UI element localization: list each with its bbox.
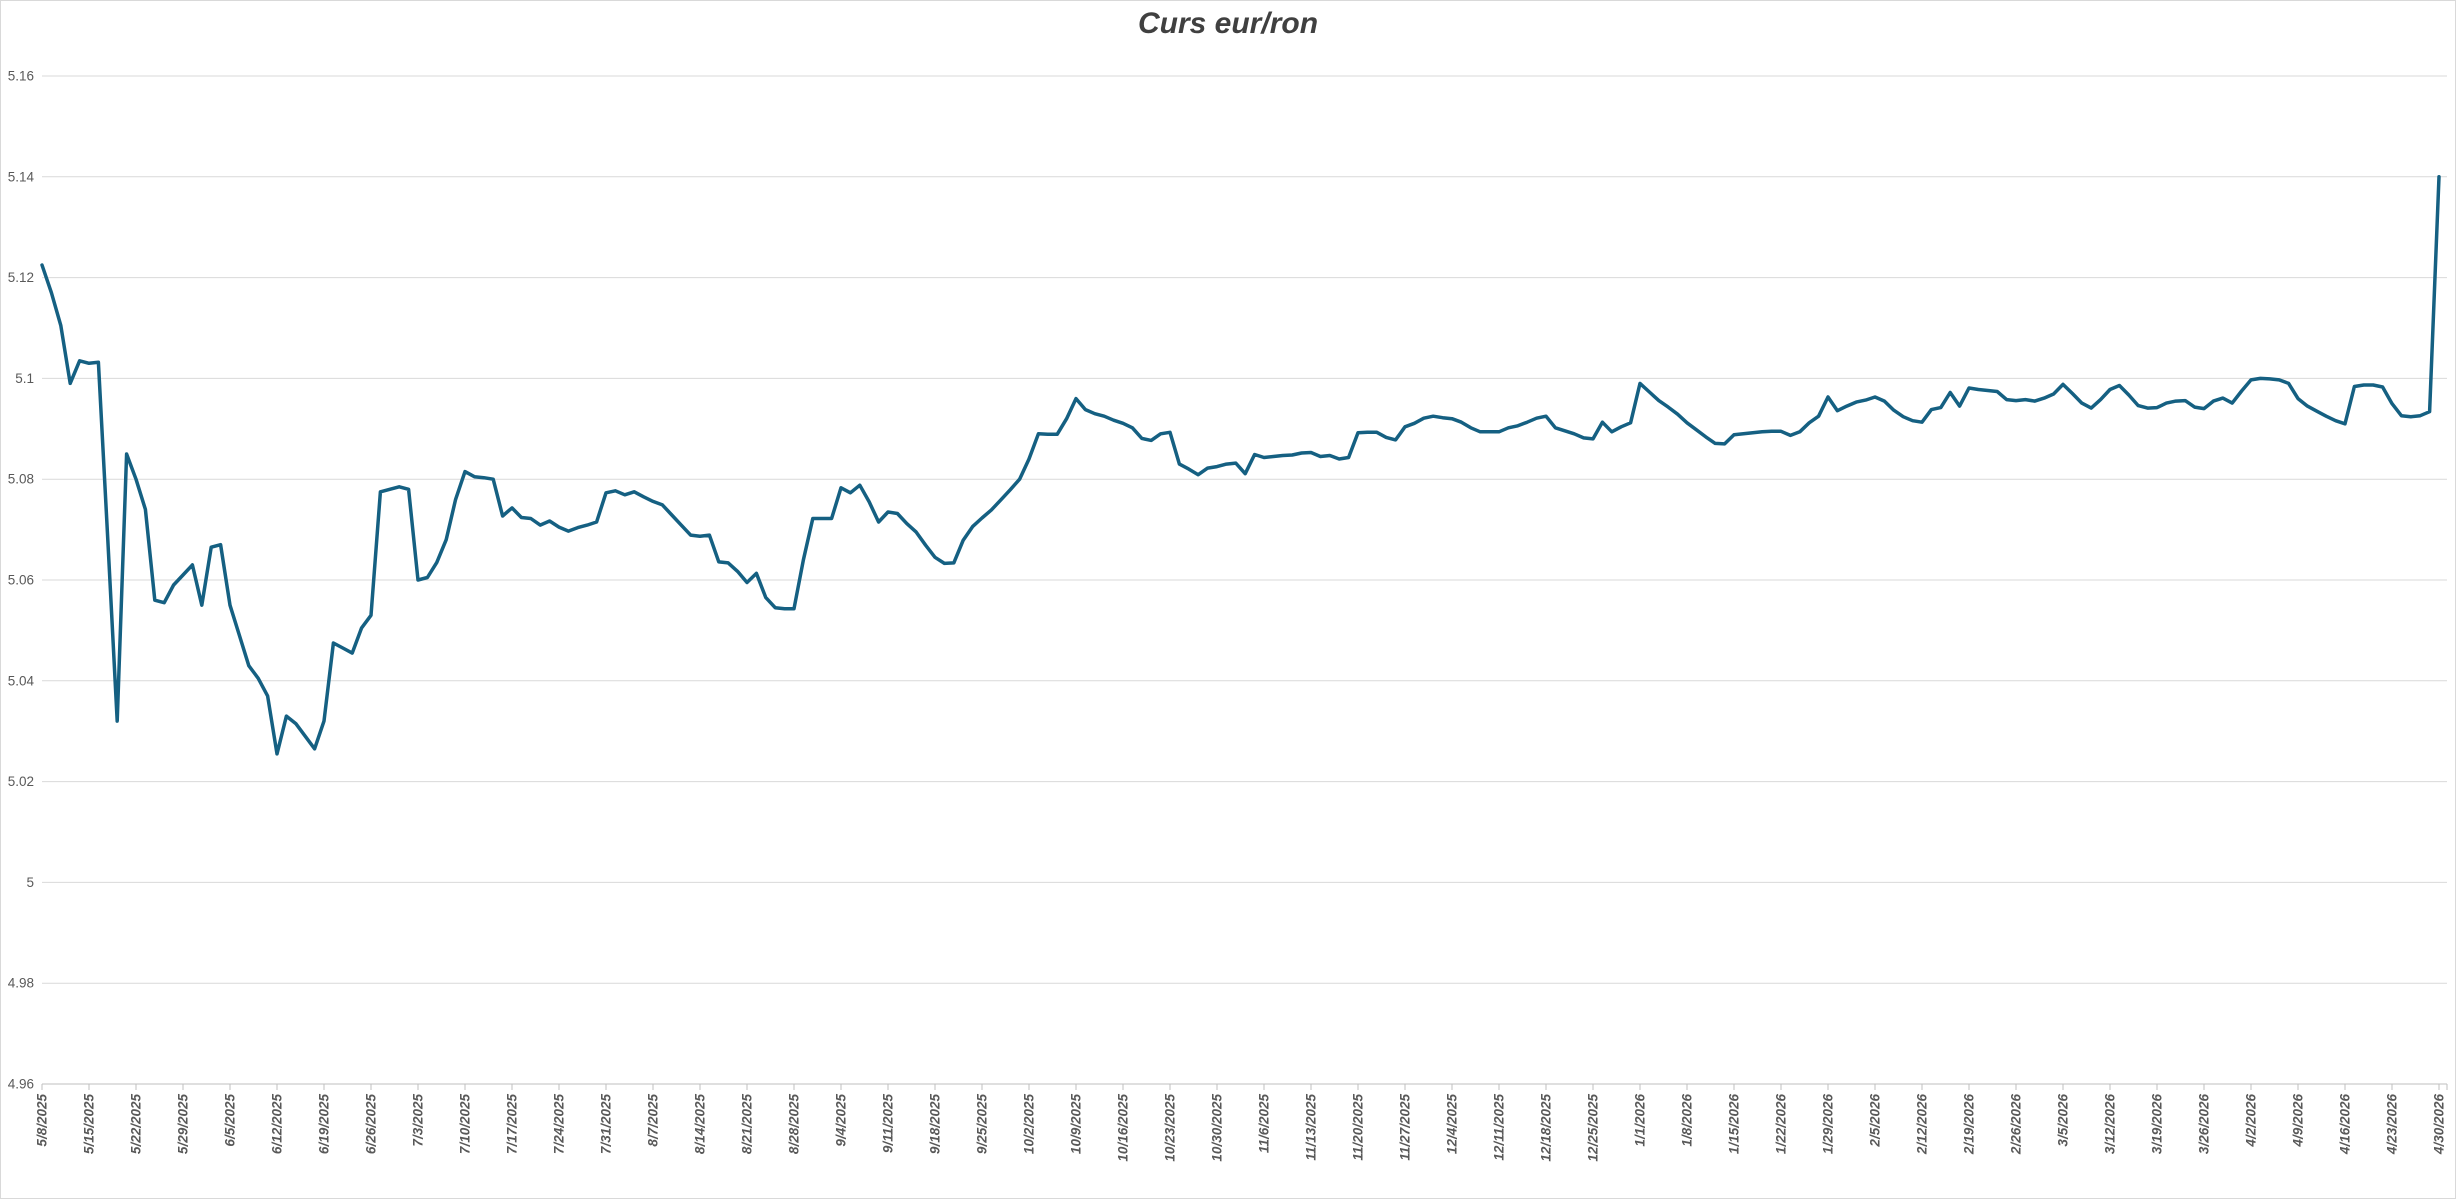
x-axis-label: 6/26/2025	[364, 1094, 379, 1155]
x-axis-label: 1/1/2026	[1633, 1094, 1648, 1147]
series-line	[40, 175, 2441, 756]
x-axis-label: 9/25/2025	[975, 1094, 990, 1155]
x-axis-label: 7/24/2025	[552, 1094, 567, 1155]
x-axis-label: 3/26/2026	[2197, 1094, 2212, 1155]
x-axis-label: 4/9/2026	[2291, 1094, 2306, 1148]
x-axis-label: 4/23/2026	[2385, 1094, 2400, 1156]
y-axis-label: 5.06	[8, 573, 34, 588]
x-axis-label: 4/2/2026	[2244, 1094, 2259, 1148]
chart-title: Curs eur/ron	[1137, 7, 1319, 40]
x-axis-label: 5/22/2025	[129, 1094, 144, 1155]
x-axis-label: 10/30/2025	[1210, 1094, 1225, 1162]
x-axis-label: 12/25/2025	[1586, 1094, 1601, 1162]
x-axis-label: 1/29/2026	[1821, 1094, 1836, 1155]
x-axis-label: 2/5/2026	[1868, 1094, 1883, 1148]
x-axis-label: 4/16/2026	[2338, 1094, 2353, 1156]
x-axis-label: 7/3/2025	[411, 1094, 426, 1147]
x-axis-label: 7/31/2025	[599, 1094, 614, 1155]
y-axis-label: 5	[26, 875, 34, 890]
x-axis-label: 7/17/2025	[505, 1094, 520, 1155]
y-axis-label: 5.1	[15, 371, 34, 386]
x-axis-label: 12/11/2025	[1492, 1094, 1507, 1161]
x-axis-label: 10/23/2025	[1163, 1094, 1178, 1162]
x-axis-label: 11/27/2025	[1398, 1094, 1413, 1161]
y-axis-label: 5.02	[8, 774, 34, 789]
x-axis-label: 5/29/2025	[176, 1094, 191, 1155]
x-axis-label: 3/12/2026	[2103, 1094, 2118, 1155]
y-axis-label: 5.04	[8, 673, 35, 688]
x-axis-label: 2/19/2026	[1962, 1094, 1977, 1156]
x-axis-label: 9/4/2025	[834, 1094, 849, 1147]
x-axis-label: 4/30/2026	[2432, 1094, 2447, 1156]
x-axis-label: 12/18/2025	[1539, 1094, 1554, 1162]
x-axis-label: 11/20/2025	[1351, 1094, 1366, 1161]
x-axis-label: 8/21/2025	[740, 1094, 755, 1155]
x-axis-label: 1/22/2026	[1774, 1094, 1789, 1155]
x-axis-label: 8/14/2025	[693, 1094, 708, 1155]
x-axis-label: 12/4/2025	[1445, 1094, 1460, 1155]
x-axis-label: 8/7/2025	[646, 1094, 661, 1147]
x-axis-label: 6/5/2025	[223, 1094, 238, 1147]
x-axis-label: 8/28/2025	[787, 1094, 802, 1155]
y-axis-label: 4.96	[8, 1077, 34, 1092]
y-axis-label: 5.12	[8, 270, 34, 285]
y-axis-label: 4.98	[8, 976, 34, 991]
x-axis-label: 11/6/2025	[1257, 1094, 1272, 1154]
x-axis-label: 1/8/2026	[1680, 1094, 1695, 1147]
x-axis-label: 6/19/2025	[317, 1094, 332, 1155]
y-axis-label: 5.16	[8, 69, 34, 84]
x-axis-label: 2/12/2026	[1915, 1094, 1930, 1156]
x-axis-label: 6/12/2025	[270, 1094, 285, 1155]
x-axis-label: 11/13/2025	[1304, 1094, 1319, 1161]
x-axis-label: 9/18/2025	[928, 1094, 943, 1155]
y-axis-label: 5.08	[8, 472, 34, 487]
x-axis-label: 5/15/2025	[82, 1094, 97, 1155]
x-axis-label: 5/8/2025	[35, 1094, 50, 1147]
x-axis-label: 3/19/2026	[2150, 1094, 2165, 1155]
x-axis-label: 1/15/2026	[1727, 1094, 1742, 1155]
x-axis-label: 9/11/2025	[881, 1094, 896, 1154]
x-axis-label: 7/10/2025	[458, 1094, 473, 1155]
x-axis-label: 2/26/2026	[2009, 1094, 2024, 1156]
x-axis-label: 10/9/2025	[1069, 1094, 1084, 1155]
x-axis-label: 3/5/2026	[2056, 1094, 2071, 1147]
y-axis-label: 5.14	[8, 169, 35, 184]
x-axis-label: 10/2/2025	[1022, 1094, 1037, 1155]
x-axis-label: 10/16/2025	[1116, 1094, 1131, 1162]
